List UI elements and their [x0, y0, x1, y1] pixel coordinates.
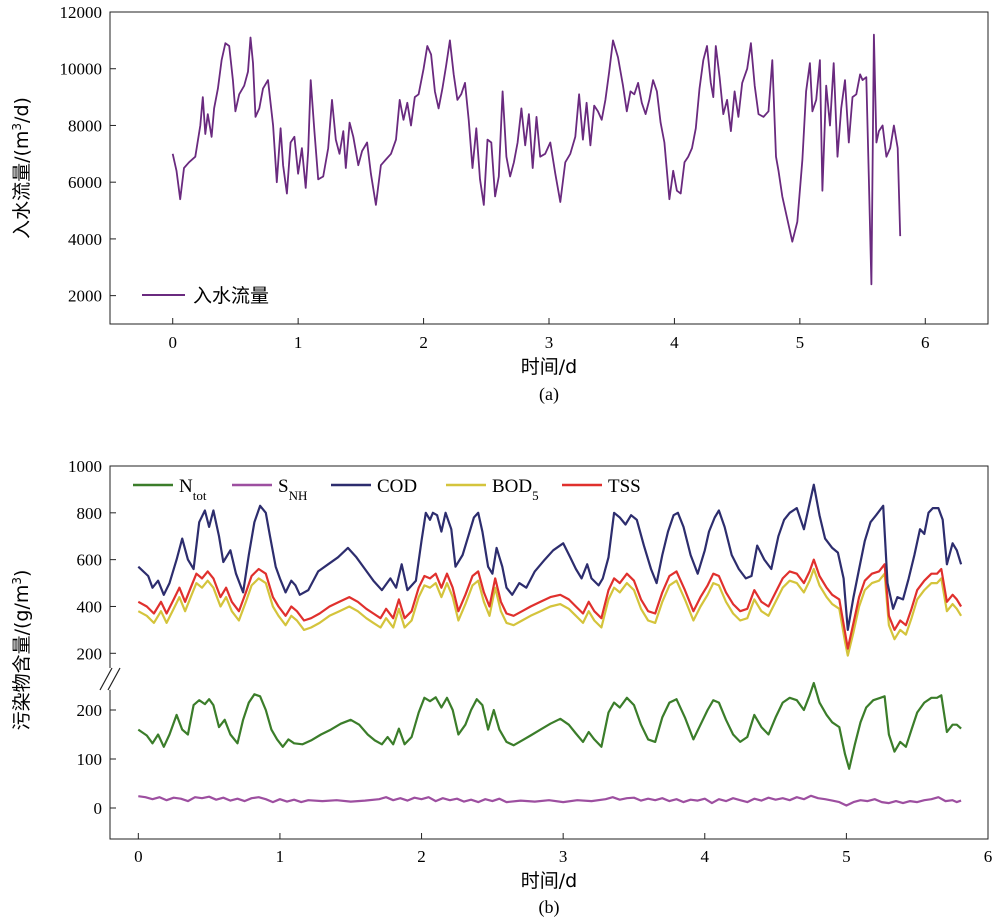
chart-a: 0 1 2 3 4 5 6 2000 4000 6000 8000 10000 12000 入水流量 时…: [10, 3, 989, 405]
chart-b-caption: (b): [539, 897, 560, 918]
y-tick-label: 100: [77, 750, 103, 769]
chart-b-ylabel-tail: ): [11, 570, 33, 577]
chart-a-caption: (a): [539, 384, 559, 405]
legend-label-main: TSS: [608, 476, 641, 497]
x-tick-label: 5: [842, 847, 851, 866]
x-tick-label: 3: [545, 333, 554, 352]
y-tick-label: 400: [77, 597, 103, 616]
chart-b-ticks: 0 1 2 3 4 5 6 200 400 600 800 1000 0 100 200: [68, 457, 992, 866]
x-tick-label: 0: [134, 847, 143, 866]
axis-break-mark: [99, 667, 121, 691]
y-tick-label: 6000: [68, 173, 102, 192]
series-line-inflow: [171, 33, 902, 286]
y-tick-label: 2000: [68, 287, 102, 306]
y-tick-label: 8000: [68, 116, 102, 135]
chart-a-ylabel-sup: 3: [10, 123, 24, 131]
chart-a-frame: [109, 11, 989, 325]
x-tick-label: 0: [168, 333, 177, 352]
y-tick-label: 0: [94, 799, 103, 818]
y-tick-label: 600: [77, 551, 103, 570]
chart-a-xlabel: 时间/d: [521, 356, 577, 378]
chart-a-ylabel: 入水流量/(m3/d): [10, 97, 33, 239]
x-tick-label: 6: [921, 333, 930, 352]
legend-label-sub: tot: [193, 488, 207, 503]
x-tick-label: 4: [670, 333, 679, 352]
legend-label-main: S: [278, 476, 289, 497]
legend-label: BOD5: [492, 476, 539, 503]
legend-label: COD: [377, 476, 417, 497]
x-tick-label: 6: [984, 847, 993, 866]
legend-label: SNH: [278, 476, 307, 503]
legend-label-sub: NH: [289, 488, 308, 503]
legend-label-inflow: 入水流量: [193, 285, 269, 307]
series-line-ntot: [137, 681, 962, 770]
legend-label-main: COD: [377, 476, 417, 497]
chart-b-ylabel-sup: 3: [10, 577, 24, 585]
legend-label-sub: 5: [532, 488, 539, 503]
y-tick-label: 4000: [68, 230, 102, 249]
x-tick-label: 5: [796, 333, 805, 352]
chart-b-ylabel: 污染物含量/(g/m3): [10, 570, 33, 731]
chart-b: 0 1 2 3 4 5 6 200 400 600 800 1000 0 100 200 Ntot SNH CO…: [10, 457, 992, 918]
axis-break-gap: [100, 668, 120, 690]
chart-a-ticks: 0 1 2 3 4 5 6 2000 4000 6000 8000 10000 12000: [60, 3, 930, 352]
series-line-tss: [137, 558, 963, 650]
y-tick-label: 800: [77, 504, 103, 523]
x-tick-label: 3: [559, 847, 568, 866]
chart-b-ylabel-main: 污染物含量/(g/m: [11, 585, 33, 731]
chart-a-legend: 入水流量: [142, 285, 269, 307]
legend-label-main: N: [179, 476, 193, 497]
legend-label-main: BOD: [492, 476, 532, 497]
x-tick-label: 2: [419, 333, 428, 352]
chart-b-lines: [137, 483, 963, 807]
chart-b-frame: [109, 465, 989, 840]
chart-b-xlabel: 时间/d: [521, 870, 577, 892]
y-tick-label: 1000: [68, 457, 102, 476]
chart-a-ylabel-main: 入水流量/(m: [11, 131, 33, 239]
series-line-snh: [138, 794, 962, 807]
legend-label: Ntot: [179, 476, 207, 503]
x-tick-label: 2: [417, 847, 426, 866]
axis-break-slash-2: [107, 667, 121, 691]
y-tick-label: 200: [77, 644, 103, 663]
x-tick-label: 4: [701, 847, 710, 866]
chart-a-lines: [171, 33, 902, 286]
y-tick-label: 12000: [60, 3, 103, 22]
x-tick-label: 1: [276, 847, 285, 866]
series-line-cod: [137, 483, 963, 631]
legend-label: TSS: [608, 476, 641, 497]
chart-a-ylabel-tail: /d): [11, 97, 33, 123]
y-tick-label: 200: [77, 701, 103, 720]
x-tick-label: 1: [294, 333, 303, 352]
series-line-bod5: [137, 567, 963, 657]
chart-b-legend: Ntot SNH COD BOD5 TSS: [133, 476, 641, 503]
axis-break-slash-1: [99, 667, 113, 691]
y-tick-label: 10000: [60, 60, 103, 79]
